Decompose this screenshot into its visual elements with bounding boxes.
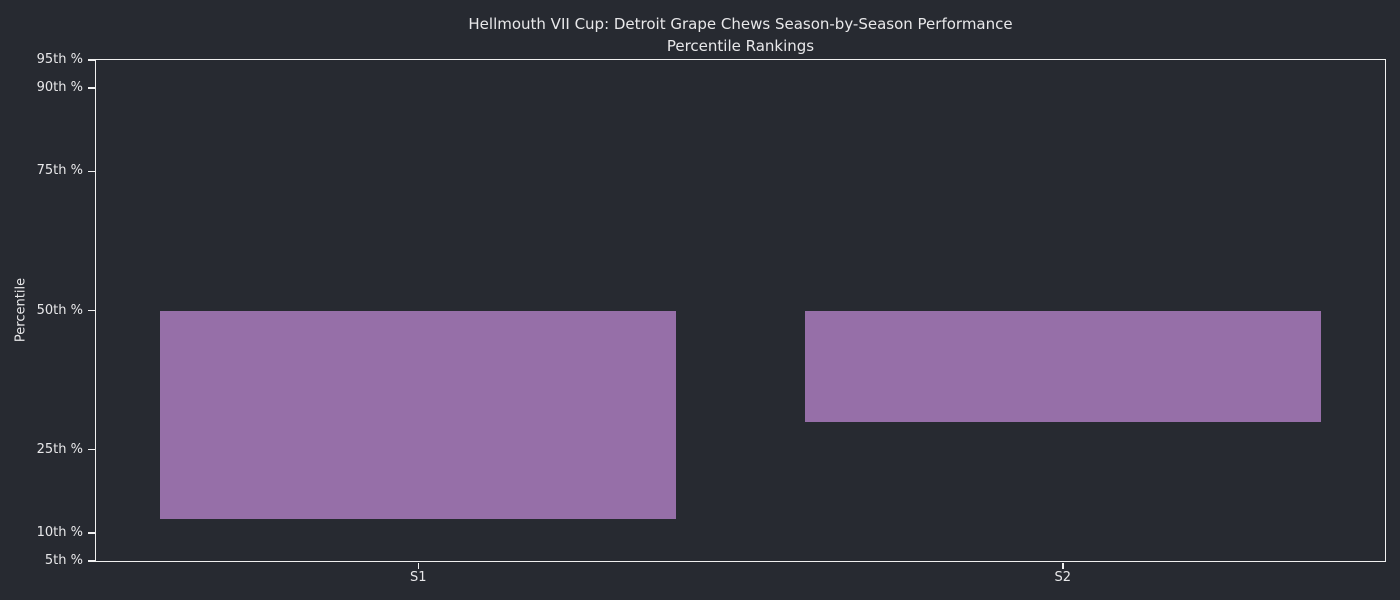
y-tick-label: 75th % bbox=[36, 163, 83, 179]
x-tick-label: S1 bbox=[409, 570, 427, 585]
y-tick-mark bbox=[88, 309, 95, 312]
y-tick-label: 5th % bbox=[44, 553, 83, 568]
x-tick-label: S2 bbox=[1054, 570, 1072, 585]
x-tick-mark bbox=[417, 562, 419, 569]
bar-s2 bbox=[804, 310, 1321, 422]
chart-title: Hellmouth VII Cup: Detroit Grape Chews S… bbox=[468, 15, 1013, 33]
y-tick-mark bbox=[88, 170, 95, 173]
y-tick-label: 95th % bbox=[36, 52, 83, 67]
y-tick-label: 50th % bbox=[36, 302, 83, 318]
y-axis-label: Percentile bbox=[13, 277, 29, 343]
y-tick-label: 90th % bbox=[36, 79, 83, 95]
y-tick-mark bbox=[88, 448, 95, 451]
y-tick-mark bbox=[88, 59, 95, 61]
y-tick-label: 25th % bbox=[36, 441, 83, 457]
chart-subtitle: Percentile Rankings bbox=[666, 37, 815, 55]
y-tick-mark bbox=[88, 87, 95, 89]
x-tick-mark bbox=[1062, 562, 1064, 569]
chart-title-block: Hellmouth VII Cup: Detroit Grape Chews S… bbox=[96, 13, 1385, 57]
bar-s1 bbox=[160, 310, 677, 520]
y-tick-label: 10th % bbox=[36, 525, 83, 541]
y-tick-mark bbox=[88, 532, 95, 534]
y-tick-mark bbox=[88, 560, 95, 562]
plot-area: 95th % 90th % 75th % 50th % 25th % 10th % 5th … bbox=[37, 52, 1386, 585]
